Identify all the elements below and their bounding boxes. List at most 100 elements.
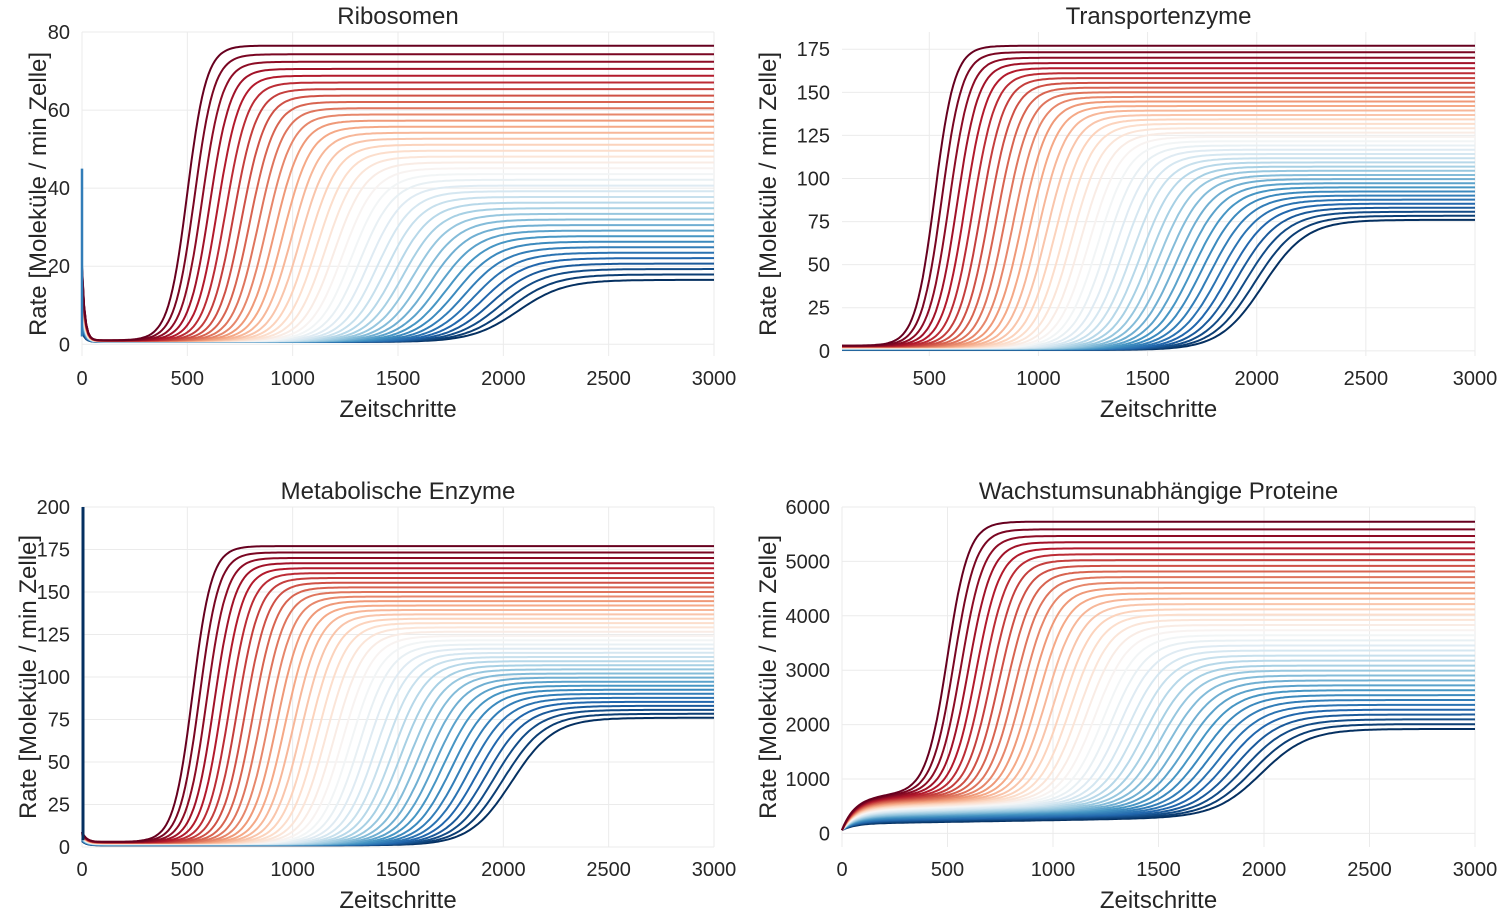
x-tick-label: 0 [76,368,87,390]
series-line [841,520,1475,831]
y-axis-label: Rate [Moleküle / min Zelle] [755,535,782,819]
y-axis-label: Rate [Moleküle / min Zelle] [15,535,42,819]
series-line [81,53,714,342]
series-line [81,94,714,342]
x-tick-label: 1000 [1016,368,1061,390]
series-line [841,587,1475,831]
y-tick-label: 20 [48,256,70,278]
series-line [842,169,1475,350]
y-axis-label: Rate [Moleküle / min Zelle] [25,52,52,336]
y-tick-label: 150 [37,582,70,604]
y-tick-label: 100 [37,667,70,689]
x-tick-label: 500 [913,368,946,390]
x-tick-label: 2500 [586,368,631,390]
tick-labels: 0 500 1000 1500 2000 2500 3000 0 1000 2000 3000 400… [786,497,1498,881]
y-tick-label: 80 [48,22,70,44]
series-line [81,88,714,342]
x-tick-label: 2000 [1234,368,1279,390]
series-line [841,559,1475,831]
y-tick-label: 75 [48,710,70,732]
y-axis-label: Rate [Moleküle / min Zelle] [755,52,782,336]
x-tick-label: 500 [171,368,204,390]
x-tick-label: 1000 [270,859,315,881]
y-tick-label: 6000 [786,497,831,519]
panel-1: 0 500 1000 1500 2000 2500 3000 0 20 40 60 80 Ribosom… [25,3,736,423]
x-tick-label: 3000 [1453,368,1498,390]
y-tick-label: 0 [59,334,70,356]
x-tick-label: 2500 [1344,368,1389,390]
series-line [841,547,1475,831]
series-line [81,557,714,843]
series-line [842,81,1475,348]
series-lines [841,520,1475,832]
y-tick-label: 200 [37,497,70,519]
x-axis-label: Zeitschritte [339,396,456,423]
series-line [842,56,1475,347]
series-line [81,74,714,342]
series-line [841,535,1475,831]
y-tick-label: 5000 [786,551,831,573]
tick-labels: 0 500 1000 1500 2000 2500 3000 0 25 50 75 100 125 150… [37,497,737,881]
series-line [81,101,714,342]
tick-labels: 500 1000 1500 2000 2500 3000 0 25 50 75 100 125 150 1… [797,39,1498,390]
series-line [81,81,714,342]
series-line [81,60,714,342]
panel-2: 500 1000 1500 2000 2500 3000 0 25 50 75 100 125 150 1… [755,3,1497,423]
series-line [81,572,714,844]
tick-labels: 0 500 1000 1500 2000 2500 3000 0 20 40 60 80 [48,22,737,390]
y-tick-label: 125 [37,625,70,647]
x-tick-label: 2500 [586,859,631,881]
y-tick-label: 50 [808,255,830,277]
y-tick-label: 75 [808,212,830,234]
series-lines [81,507,714,847]
chart-title: Metabolische Enzyme [281,478,516,505]
y-tick-label: 60 [48,100,70,122]
x-tick-label: 3000 [692,859,737,881]
x-tick-label: 500 [931,859,964,881]
y-tick-label: 175 [797,39,830,61]
x-axis-label: Zeitschritte [339,887,456,912]
chart-title: Transportenzyme [1066,3,1252,30]
series-line [841,570,1475,831]
series-line [81,562,714,844]
y-tick-label: 0 [59,837,70,859]
y-tick-label: 1000 [786,769,831,791]
series-line [81,67,714,342]
series-line [842,174,1475,350]
y-tick-label: 150 [797,82,830,104]
series-line [81,44,714,342]
x-tick-label: 1000 [270,368,315,390]
x-tick-label: 0 [836,859,847,881]
chart-title: Wachstumsunabhängige Proteine [979,478,1338,505]
series-line [81,545,714,843]
y-tick-label: 25 [48,795,70,817]
series-lines [80,44,714,343]
series-line [81,551,714,843]
series-line [842,77,1475,348]
series-line [842,86,1475,348]
x-tick-label: 3000 [692,368,737,390]
x-axis-label: Zeitschritte [1100,887,1217,912]
series-line [841,553,1475,831]
x-tick-label: 2500 [1347,859,1392,881]
x-tick-label: 1500 [1125,368,1170,390]
series-line [842,44,1475,347]
x-tick-label: 2000 [481,368,526,390]
y-tick-label: 0 [819,823,830,845]
x-tick-label: 1500 [376,859,421,881]
chart-title: Ribosomen [337,3,458,30]
x-tick-label: 1500 [376,368,421,390]
panel-3: 0 500 1000 1500 2000 2500 3000 0 25 50 75 100 125 150… [15,478,736,912]
x-tick-label: 1500 [1136,859,1181,881]
y-tick-label: 2000 [786,715,831,737]
series-line [842,91,1475,348]
series-line [81,567,714,844]
series-lines [842,44,1475,351]
series-line [81,577,714,844]
series-line [842,62,1475,347]
x-axis-label: Zeitschritte [1100,396,1217,423]
y-tick-label: 25 [808,298,830,320]
x-tick-label: 500 [171,859,204,881]
series-line [81,581,714,844]
y-tick-label: 0 [819,341,830,363]
